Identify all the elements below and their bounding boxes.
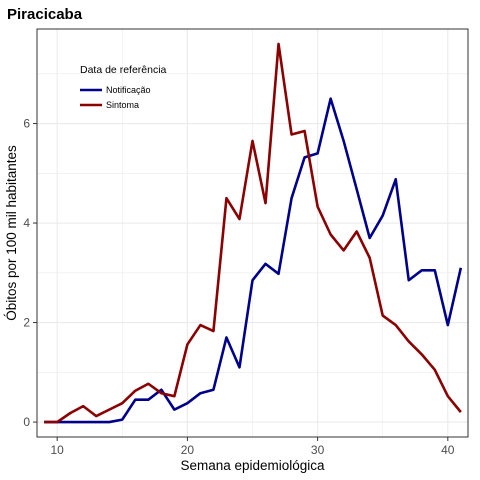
y-tick-label: 2 <box>23 316 30 330</box>
plot-lines <box>44 42 463 424</box>
x-axis-title: Semana epidemiológica <box>180 458 325 473</box>
series-line-notificacao <box>44 97 463 424</box>
chart-title: Piracicaba <box>7 6 83 23</box>
x-tick-label: 30 <box>311 443 325 457</box>
y-tick-label: 4 <box>23 216 30 230</box>
x-tick-label: 10 <box>51 443 65 457</box>
axis-ticks: 10 20 30 40 0 2 4 6 <box>23 117 454 457</box>
y-tick-label: 0 <box>23 415 30 429</box>
legend: Data de referência Notificação Sintoma <box>80 64 167 110</box>
x-tick-label: 40 <box>441 443 455 457</box>
x-tick-label: 20 <box>181 443 195 457</box>
series-line-sintoma <box>44 42 462 424</box>
legend-label-sintoma: Sintoma <box>106 100 139 110</box>
legend-label-notificacao: Notificação <box>106 85 151 95</box>
panel-border <box>36 28 469 438</box>
legend-title: Data de referência <box>80 64 167 76</box>
y-axis-title: Óbitos por 100 mil habitantes <box>4 145 19 321</box>
y-tick-label: 6 <box>23 117 30 131</box>
